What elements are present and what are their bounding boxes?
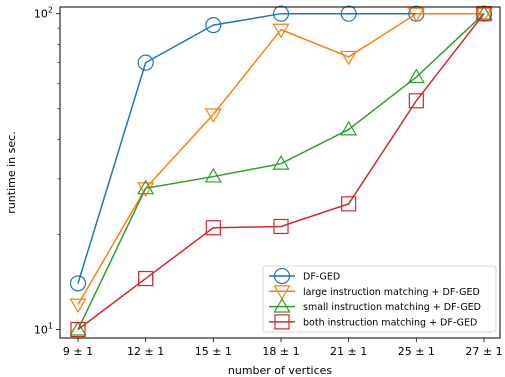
data-point [205,17,222,34]
chart-marks [69,4,493,338]
data-point [475,7,493,23]
x-axis: 9 ± 1 12 ± 1 15 ± 1 18 ± 1 21 ± 1 25 ± 1 27 ± … [63,338,503,358]
x-tick-label: 18 ± 1 [262,345,299,358]
data-point [408,93,424,109]
x-tick-label: 12 ± 1 [127,345,164,358]
data-point [407,68,425,84]
data-point [407,7,425,23]
legend-entry: small instruction matching + DF-GED [269,297,481,313]
data-point [205,220,221,236]
legend: DF-GED large instruction matching + DF-GE… [262,265,497,333]
data-point [70,321,86,338]
series-line [77,13,485,331]
data-point [204,167,222,183]
data-point [69,275,87,292]
data-point [138,270,154,287]
data-point [272,154,290,170]
legend-box [262,265,497,333]
y-tick-label: 101 [34,322,53,337]
legend-label: large instruction matching + DF-GED [303,287,480,298]
series-1 [69,5,493,292]
x-tick-label: 25 ± 1 [398,345,435,358]
data-point [273,218,289,235]
data-point [272,23,290,39]
data-point [272,5,290,22]
data-point [137,54,154,71]
legend-entry: large instruction matching + DF-GED [269,285,480,300]
data-point [204,108,222,124]
x-axis-label: number of vertices [228,364,333,377]
plot-frame [59,6,501,339]
legend-marker [273,285,291,300]
series-4 [70,6,492,338]
data-point [475,4,493,20]
series-line [77,13,485,330]
data-point [69,298,87,314]
data-point [69,320,87,336]
legend-label: DF-GED [303,272,340,283]
data-point [341,196,357,212]
legend-marker [274,314,290,330]
data-point [340,5,357,22]
series-line [77,12,484,305]
data-point [340,120,358,136]
series-3 [69,4,493,336]
x-tick-label: 21 ± 1 [330,345,367,358]
legend-label: small instruction matching + DF-GED [303,302,481,313]
legend-marker [273,297,291,313]
x-tick-label: 9 ± 1 [63,345,93,358]
legend-entry: both instruction matching + DF-GED [269,314,477,330]
legend-label: both instruction matching + DF-GED [303,317,477,328]
x-tick-label: 15 ± 1 [195,345,232,358]
data-point [137,179,155,195]
y-axis-label: runtime in sec. [5,131,18,213]
data-point [340,50,358,66]
series-line [77,12,484,284]
legend-entry: DF-GED [269,267,340,285]
y-axis: 101 102 [34,6,60,337]
x-tick-label: 27 ± 1 [465,345,502,358]
legend-marker [273,267,291,285]
y-tick-label: 102 [34,6,53,21]
data-point [137,182,155,197]
